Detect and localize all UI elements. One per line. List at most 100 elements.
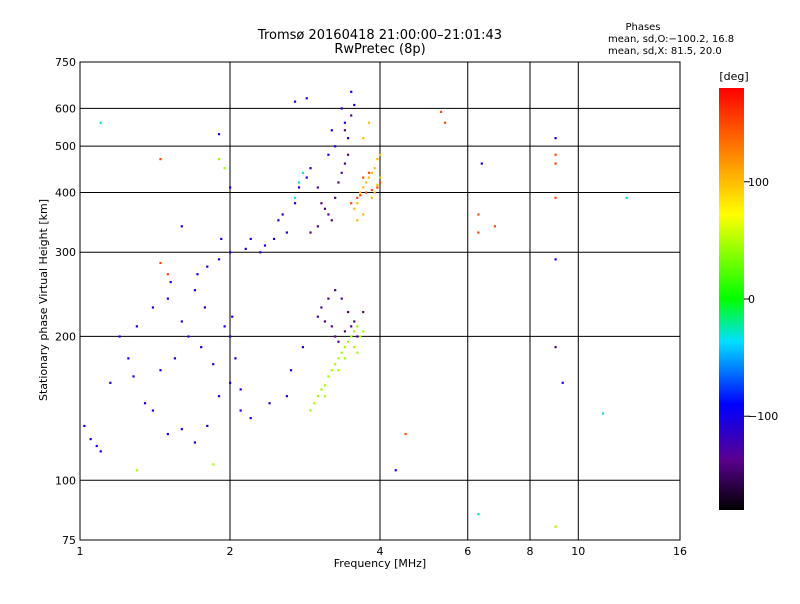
data-point (561, 381, 564, 384)
y-tick-label: 75 (62, 534, 76, 547)
data-point (263, 244, 267, 247)
data-point (223, 325, 226, 328)
data-point (379, 181, 382, 184)
data-point (346, 137, 350, 140)
data-point (196, 273, 199, 276)
data-point (554, 258, 557, 261)
data-point (601, 412, 605, 415)
data-point (83, 424, 86, 428)
data-point (404, 432, 407, 436)
data-point (362, 176, 365, 179)
data-point (337, 181, 340, 184)
data-point (334, 363, 337, 366)
data-point (359, 194, 362, 197)
data-point (231, 315, 234, 318)
y-tick-label: 750 (55, 56, 76, 69)
data-point (356, 196, 359, 199)
data-point (301, 346, 305, 349)
data-point (217, 395, 221, 398)
data-point (239, 388, 242, 391)
data-point (313, 402, 316, 405)
data-point (316, 315, 319, 318)
data-point (89, 437, 92, 441)
data-point (327, 375, 330, 378)
data-point (362, 137, 365, 140)
data-point (394, 469, 397, 472)
data-point (159, 261, 162, 265)
data-point (305, 176, 308, 179)
data-point (353, 330, 356, 333)
data-point (362, 186, 365, 189)
data-point (268, 402, 271, 405)
data-point (554, 162, 557, 165)
data-point (180, 320, 183, 323)
data-point (166, 273, 169, 276)
colorbar: [deg] 100 0 −100 (719, 70, 778, 510)
data-point (353, 320, 356, 323)
data-point (316, 186, 319, 189)
data-point (346, 153, 350, 156)
data-point (554, 346, 557, 349)
data-point (169, 280, 172, 284)
data-point (554, 137, 557, 140)
plot-frame (79, 61, 681, 541)
data-point (316, 225, 319, 228)
data-point (193, 289, 197, 292)
data-point (234, 357, 237, 360)
x-tick-label: 8 (527, 545, 534, 558)
data-point (320, 202, 323, 205)
data-point (330, 129, 333, 132)
data-point (249, 237, 252, 241)
data-point (327, 213, 330, 216)
data-point (356, 335, 359, 338)
data-point (132, 375, 135, 378)
data-point (159, 158, 162, 161)
data-point (285, 395, 288, 398)
data-point (293, 100, 297, 103)
data-point (362, 213, 365, 216)
data-point (143, 402, 147, 405)
data-point (340, 107, 343, 110)
data-point (480, 162, 483, 165)
data-point (277, 219, 280, 222)
data-point (367, 176, 371, 179)
data-point (187, 335, 190, 338)
data-point (323, 384, 327, 387)
data-point (293, 196, 297, 199)
colorbar-label: [deg] (719, 70, 748, 83)
data-point (554, 525, 557, 528)
colorbar-gradient (719, 88, 744, 510)
data-point (350, 202, 353, 205)
data-point (193, 441, 197, 444)
data-point (370, 171, 373, 174)
grid-lines (80, 62, 680, 540)
data-point (180, 225, 183, 228)
data-point (217, 158, 221, 161)
data-point (346, 310, 350, 314)
data-point (370, 196, 373, 199)
x-axis-label: Frequency [MHz] (334, 557, 426, 570)
data-point (220, 237, 223, 241)
x-tick-label: 10 (571, 545, 585, 558)
data-point (135, 325, 138, 328)
y-tick-label: 100 (55, 474, 76, 487)
data-point (346, 340, 350, 343)
data-point (259, 251, 262, 254)
data-point (343, 357, 347, 360)
data-point (173, 357, 177, 360)
data-point (350, 114, 353, 117)
data-point (343, 162, 347, 165)
data-point (477, 231, 480, 234)
data-point (223, 167, 226, 170)
data-point (362, 330, 365, 333)
data-point (166, 432, 169, 436)
data-point (356, 202, 359, 205)
data-point (376, 183, 379, 187)
data-point (376, 186, 379, 189)
data-point (109, 381, 112, 384)
data-point (353, 346, 356, 349)
data-point (327, 153, 330, 156)
data-point (212, 463, 215, 466)
data-point (554, 196, 557, 199)
data-point (118, 335, 121, 338)
